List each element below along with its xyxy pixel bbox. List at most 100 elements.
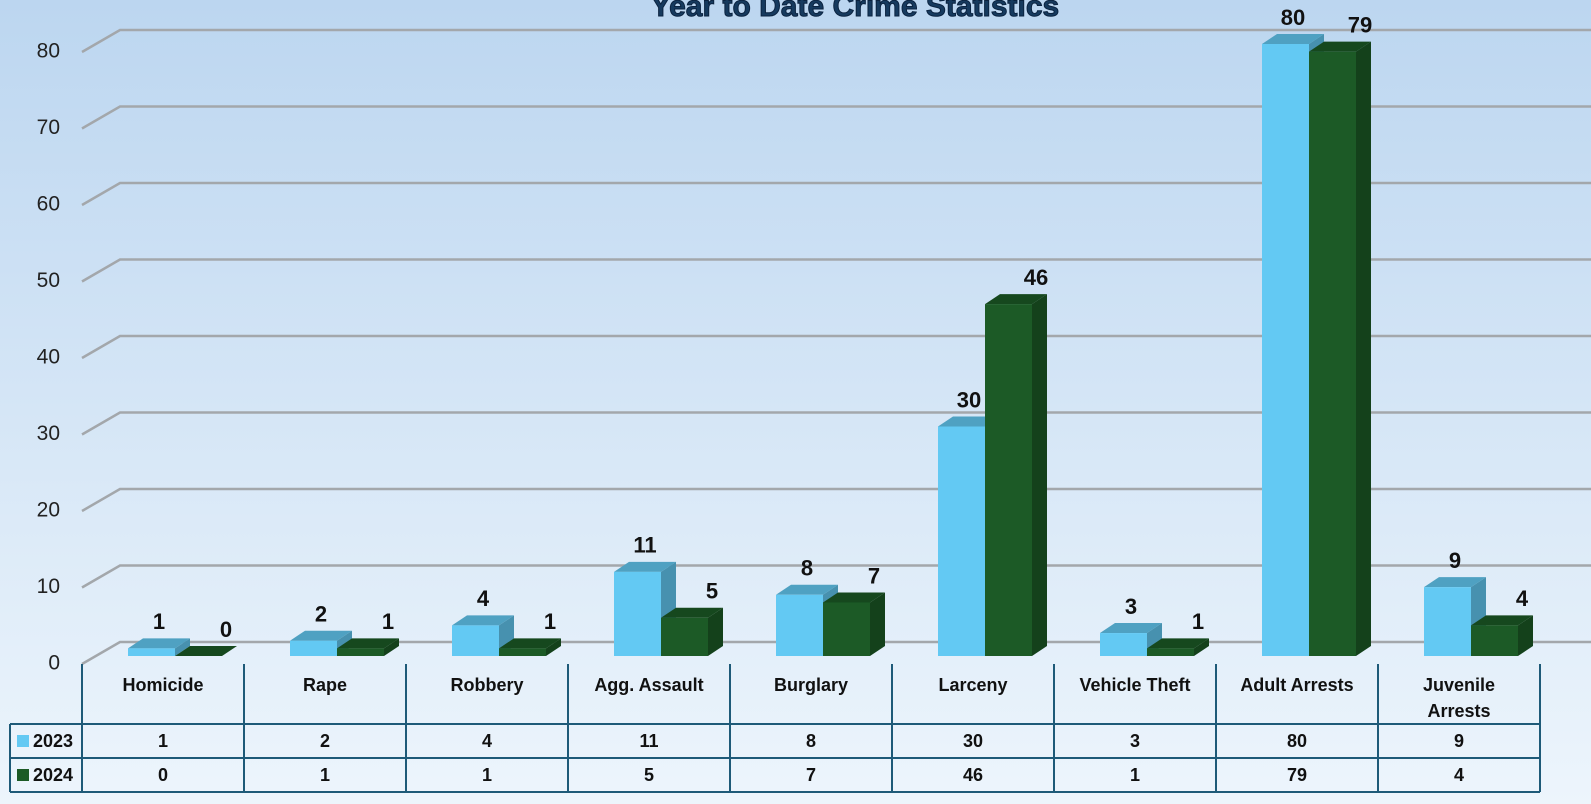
bar-top: [452, 615, 514, 626]
bar-top: [337, 638, 399, 649]
bar-top: [1262, 34, 1324, 44]
table-cell: 1: [158, 731, 168, 751]
bar: [1424, 587, 1471, 656]
legend-label: 2024: [33, 765, 73, 785]
bar-top: [614, 561, 676, 572]
y-tick-label: 50: [37, 269, 60, 292]
bar: [1147, 648, 1194, 656]
bar-side: [546, 638, 561, 656]
bar-side: [1356, 41, 1371, 656]
bar-top: [175, 646, 237, 656]
bar: [499, 648, 546, 656]
table-cell: 1: [482, 765, 492, 785]
bar: [823, 602, 870, 656]
data-label: 2: [315, 602, 327, 627]
bar-side: [1518, 615, 1533, 656]
table-cell: 1: [320, 765, 330, 785]
bar-side: [1194, 638, 1209, 656]
legend-swatch: [17, 735, 29, 747]
x-tick-label: Larceny: [938, 675, 1007, 695]
data-label: 1: [544, 609, 556, 634]
table-cell: 0: [158, 765, 168, 785]
data-label: 1: [153, 609, 165, 634]
data-label: 3: [1125, 594, 1137, 619]
bar: [337, 648, 384, 656]
table-cell: 46: [963, 765, 983, 785]
table-cell: 11: [639, 731, 658, 751]
bar-side: [870, 592, 885, 656]
table-cell: 80: [1287, 731, 1307, 751]
table-cell: 3: [1130, 731, 1140, 751]
table-cell: 7: [806, 765, 816, 785]
y-tick-label: 0: [48, 652, 60, 675]
y-tick-label: 10: [37, 575, 60, 598]
grid-line: [81, 334, 1591, 360]
data-label: 0: [220, 617, 232, 642]
bar: [614, 571, 661, 656]
y-tick-label: 70: [37, 116, 60, 139]
bar-top: [499, 638, 561, 649]
bar: [776, 594, 823, 656]
data-label: 4: [477, 586, 490, 611]
data-label: 1: [1192, 609, 1204, 634]
bar-top: [661, 607, 723, 618]
grid-line: [81, 105, 1591, 130]
data-label: 9: [1449, 548, 1461, 573]
data-label: 80: [1281, 5, 1305, 30]
bar-top: [1471, 615, 1533, 626]
data-label: 4: [1516, 586, 1529, 611]
x-tick-label: Burglary: [774, 675, 848, 695]
y-tick-label: 20: [37, 499, 60, 522]
bar-top: [1424, 577, 1486, 588]
bar-top: [1147, 638, 1209, 649]
bar: [985, 304, 1032, 656]
bar: [1309, 51, 1356, 656]
bar: [661, 617, 708, 656]
chart-title: Year to Date Crime Statistics: [651, 0, 1060, 23]
data-label: 30: [957, 387, 981, 412]
table-cell: 1: [1130, 765, 1140, 785]
data-label: 1: [382, 609, 394, 634]
x-tick-label: Adult Arrests: [1240, 675, 1353, 695]
bar-top: [128, 638, 190, 649]
y-tick-label: 80: [37, 40, 60, 63]
table-cell: 5: [644, 765, 654, 785]
grid-line: [81, 487, 1591, 513]
y-tick-label: 60: [37, 193, 60, 216]
legend-label: 2023: [33, 731, 73, 751]
bar-top: [985, 294, 1047, 305]
bar: [128, 648, 175, 656]
x-tick-label: Homicide: [122, 675, 203, 695]
data-label: 46: [1024, 265, 1048, 290]
bar: [1262, 44, 1309, 656]
y-tick-label: 40: [37, 346, 60, 369]
bar: [1100, 633, 1147, 656]
x-tick-label: Rape: [303, 675, 347, 695]
bar: [1471, 625, 1518, 656]
bar-side: [708, 607, 723, 656]
bar-top: [290, 630, 352, 641]
table-cell: 4: [1454, 765, 1464, 785]
bar: [452, 625, 499, 656]
table-cell: 8: [806, 731, 816, 751]
bar: [938, 426, 985, 656]
grid-line: [81, 28, 1591, 54]
bar: [290, 640, 337, 656]
y-tick-label: 30: [37, 422, 60, 445]
table-cell: 2: [320, 731, 330, 751]
data-label: 11: [633, 533, 656, 558]
grid-line: [81, 181, 1591, 207]
table-cell: 9: [1454, 731, 1464, 751]
x-tick-label: Juvenile Arrests: [1423, 675, 1495, 721]
bar-top: [823, 592, 885, 603]
bar-side: [384, 638, 399, 656]
data-label: 79: [1348, 12, 1372, 37]
x-tick-label: Agg. Assault: [594, 675, 703, 695]
data-label: 5: [706, 579, 718, 604]
grid-line: [81, 564, 1591, 589]
grid-line: [81, 411, 1591, 436]
grid-line: [81, 258, 1591, 283]
data-label: 7: [868, 563, 880, 588]
